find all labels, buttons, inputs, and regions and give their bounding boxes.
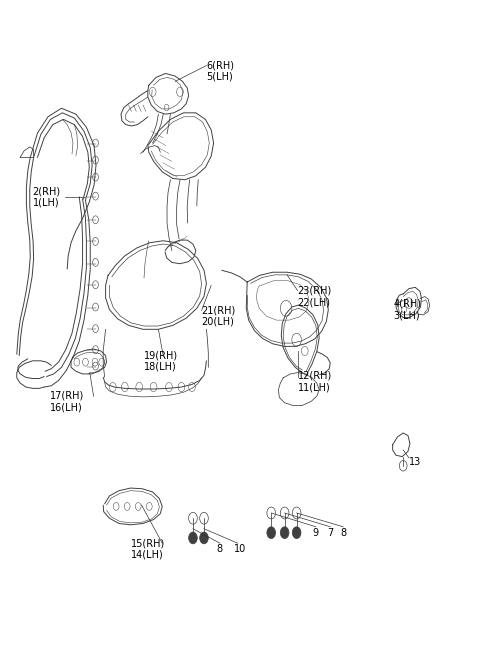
Circle shape [189,532,197,544]
Text: 10: 10 [234,544,247,554]
Circle shape [280,527,289,539]
Text: 23(RH)
22(LH): 23(RH) 22(LH) [298,286,332,307]
Text: 8: 8 [217,544,223,554]
Text: 19(RH)
18(LH): 19(RH) 18(LH) [144,350,178,371]
Text: 21(RH)
20(LH): 21(RH) 20(LH) [202,306,236,327]
Text: 7: 7 [327,527,334,538]
Text: 4(RH)
3(LH): 4(RH) 3(LH) [394,299,421,320]
Text: 6(RH)
5(LH): 6(RH) 5(LH) [206,60,234,81]
Circle shape [292,527,301,539]
Text: 12(RH)
11(LH): 12(RH) 11(LH) [298,371,332,392]
Circle shape [267,527,276,539]
Text: 15(RH)
14(LH): 15(RH) 14(LH) [131,539,165,560]
Text: 13: 13 [409,457,421,468]
Text: 9: 9 [313,527,319,538]
Circle shape [200,532,208,544]
Text: 17(RH)
16(LH): 17(RH) 16(LH) [50,391,84,412]
Text: 8: 8 [340,527,346,538]
Text: 2(RH)
1(LH): 2(RH) 1(LH) [33,186,61,207]
